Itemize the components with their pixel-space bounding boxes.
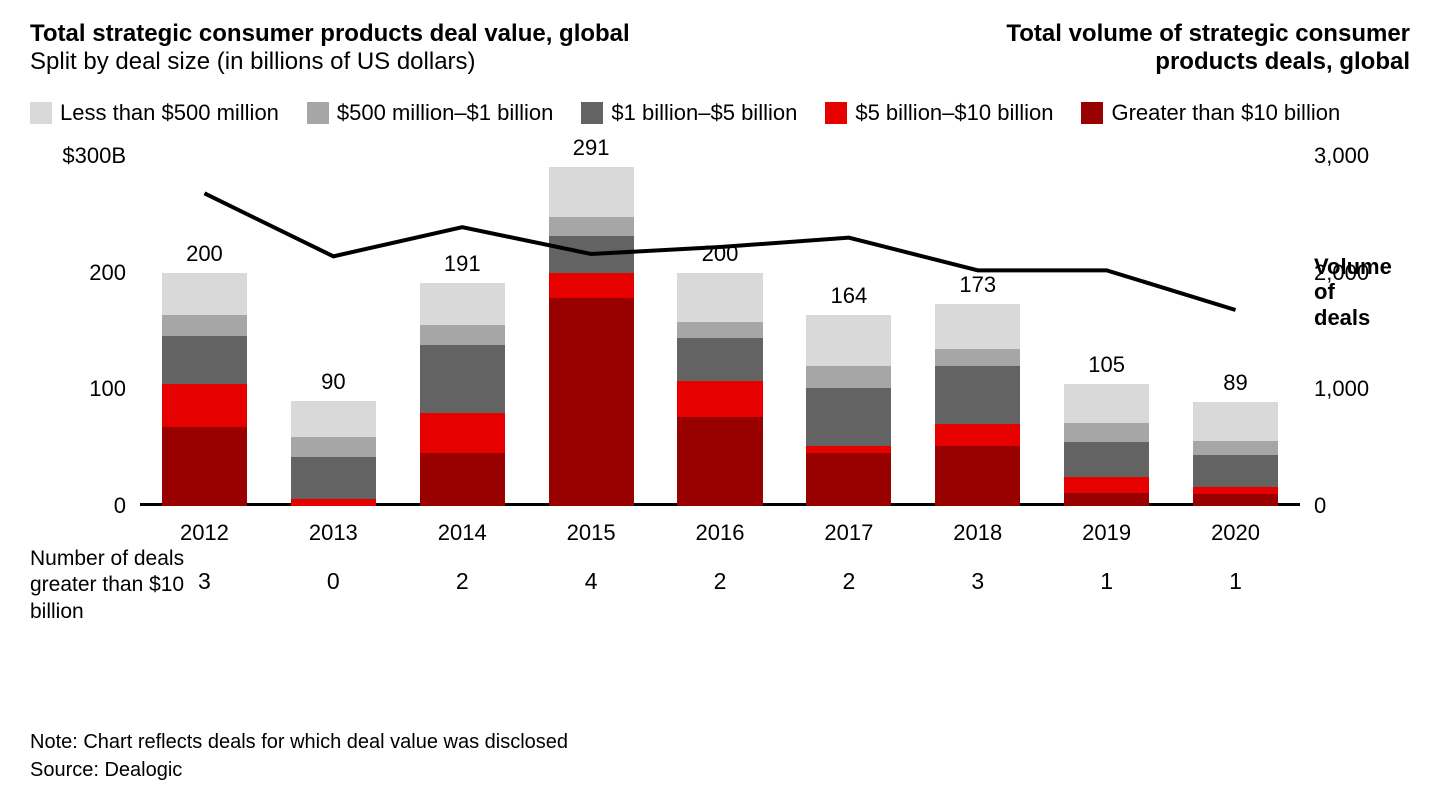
legend-item: $500 million–$1 billion xyxy=(307,100,553,126)
legend-label: Less than $500 million xyxy=(60,100,279,126)
line-layer xyxy=(140,156,1300,506)
footer: Note: Chart reflects deals for which dea… xyxy=(30,728,568,784)
x-axis-label: 2019 xyxy=(1064,506,1149,546)
legend-label: $5 billion–$10 billion xyxy=(855,100,1053,126)
legend-swatch xyxy=(581,102,603,124)
volume-line xyxy=(204,193,1235,310)
x-axis-label: 2016 xyxy=(677,506,762,546)
legend-item: Less than $500 million xyxy=(30,100,279,126)
chart-container: Total strategic consumer products deal v… xyxy=(0,0,1440,810)
legend-swatch xyxy=(30,102,52,124)
subtitle-left: Split by deal size (in billions of US do… xyxy=(30,48,630,76)
y-left-tick: 200 xyxy=(89,260,140,286)
y-right-tick: 3,000 xyxy=(1300,143,1369,169)
legend-label: $500 million–$1 billion xyxy=(337,100,553,126)
footer-source: Source: Dealogic xyxy=(30,756,568,784)
volume-line-label: Volumeof deals xyxy=(1314,254,1392,330)
deal-count-value: 0 xyxy=(291,568,376,595)
title-left: Total strategic consumer products deal v… xyxy=(30,20,630,48)
plot-area: 2002012902013191201429120152002016164201… xyxy=(140,156,1300,506)
chart-zone: 2002012902013191201429120152002016164201… xyxy=(30,146,1410,606)
x-axis-label: 2018 xyxy=(935,506,1020,546)
x-axis-label: 2020 xyxy=(1193,506,1278,546)
legend-swatch xyxy=(1081,102,1103,124)
legend: Less than $500 million $500 million–$1 bi… xyxy=(30,100,1410,126)
legend-item: Greater than $10 billion xyxy=(1081,100,1340,126)
x-axis-label: 2012 xyxy=(162,506,247,546)
deal-count-value: 2 xyxy=(677,568,762,595)
x-axis-label: 2014 xyxy=(420,506,505,546)
deal-count-value: 3 xyxy=(162,568,247,595)
deal-count-value: 1 xyxy=(1064,568,1149,595)
deal-count-value: 4 xyxy=(549,568,634,595)
y-right-tick: 0 xyxy=(1300,493,1326,519)
deal-count-value: 3 xyxy=(935,568,1020,595)
legend-label: $1 billion–$5 billion xyxy=(611,100,797,126)
titles-row: Total strategic consumer products deal v… xyxy=(30,20,1410,76)
legend-label: Greater than $10 billion xyxy=(1111,100,1340,126)
y-left-tick: 100 xyxy=(89,376,140,402)
y-left-tick: $300B xyxy=(62,143,140,169)
x-axis-label: 2015 xyxy=(549,506,634,546)
legend-item: $1 billion–$5 billion xyxy=(581,100,797,126)
legend-item: $5 billion–$10 billion xyxy=(825,100,1053,126)
deal-count-value: 1 xyxy=(1193,568,1278,595)
y-right-tick: 1,000 xyxy=(1300,376,1369,402)
x-axis-label: 2017 xyxy=(806,506,891,546)
title-right: Total volume of strategic consumer produ… xyxy=(910,20,1410,76)
footer-note: Note: Chart reflects deals for which dea… xyxy=(30,728,568,756)
deal-count-value: 2 xyxy=(420,568,505,595)
title-left-block: Total strategic consumer products deal v… xyxy=(30,20,630,76)
legend-swatch xyxy=(307,102,329,124)
x-axis-label: 2013 xyxy=(291,506,376,546)
legend-swatch xyxy=(825,102,847,124)
deal-count-value: 2 xyxy=(806,568,891,595)
y-left-tick: 0 xyxy=(114,493,140,519)
